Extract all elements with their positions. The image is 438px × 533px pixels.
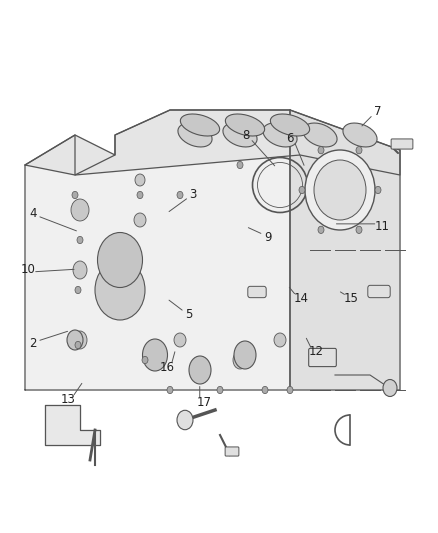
Text: 14: 14 (293, 292, 307, 305)
Circle shape (374, 187, 380, 193)
Text: 2: 2 (29, 337, 37, 350)
Ellipse shape (342, 123, 376, 147)
Text: 15: 15 (343, 292, 358, 305)
Ellipse shape (142, 339, 167, 371)
Ellipse shape (71, 199, 89, 221)
Ellipse shape (73, 261, 87, 279)
FancyBboxPatch shape (390, 139, 412, 149)
FancyBboxPatch shape (247, 286, 265, 297)
Polygon shape (45, 405, 100, 445)
Polygon shape (25, 110, 399, 175)
Ellipse shape (273, 333, 285, 347)
Text: 11: 11 (374, 220, 389, 233)
Circle shape (355, 226, 361, 233)
Circle shape (286, 386, 292, 394)
Text: 16: 16 (159, 361, 174, 374)
Circle shape (75, 286, 81, 294)
FancyBboxPatch shape (225, 447, 238, 456)
Ellipse shape (223, 123, 257, 147)
Circle shape (355, 147, 361, 154)
Text: 10: 10 (21, 263, 36, 276)
Circle shape (317, 226, 323, 233)
FancyBboxPatch shape (367, 285, 389, 297)
Ellipse shape (304, 150, 374, 230)
Ellipse shape (95, 260, 145, 320)
Ellipse shape (233, 341, 255, 369)
Text: 7: 7 (373, 106, 381, 118)
Text: 3: 3 (189, 188, 196, 201)
Text: 5: 5 (185, 308, 192, 321)
Ellipse shape (180, 114, 219, 136)
Circle shape (298, 187, 304, 193)
Circle shape (166, 386, 173, 394)
Circle shape (72, 191, 78, 199)
Circle shape (382, 379, 396, 397)
Ellipse shape (177, 123, 212, 147)
Circle shape (216, 386, 223, 394)
Text: 13: 13 (60, 393, 75, 406)
Text: 6: 6 (285, 132, 293, 145)
Circle shape (177, 191, 183, 199)
Text: 17: 17 (196, 396, 211, 409)
FancyBboxPatch shape (308, 349, 336, 367)
Polygon shape (290, 110, 399, 390)
Ellipse shape (134, 213, 146, 227)
Ellipse shape (173, 333, 186, 347)
Ellipse shape (189, 356, 211, 384)
Circle shape (137, 191, 143, 199)
Text: 8: 8 (242, 130, 249, 142)
Text: 4: 4 (29, 207, 37, 220)
Text: 12: 12 (308, 345, 323, 358)
Ellipse shape (313, 160, 365, 220)
Ellipse shape (233, 351, 247, 369)
Ellipse shape (73, 331, 87, 349)
Text: 9: 9 (263, 231, 271, 244)
Ellipse shape (225, 114, 264, 136)
Circle shape (75, 341, 81, 349)
Ellipse shape (97, 232, 142, 287)
Ellipse shape (262, 123, 297, 147)
Circle shape (317, 147, 323, 154)
Circle shape (237, 161, 243, 168)
Polygon shape (25, 110, 290, 390)
Ellipse shape (270, 114, 309, 136)
Ellipse shape (67, 330, 83, 350)
Circle shape (261, 386, 267, 394)
Circle shape (141, 357, 148, 364)
Ellipse shape (135, 174, 145, 186)
Circle shape (77, 236, 83, 244)
Circle shape (177, 410, 193, 430)
Ellipse shape (302, 123, 336, 147)
